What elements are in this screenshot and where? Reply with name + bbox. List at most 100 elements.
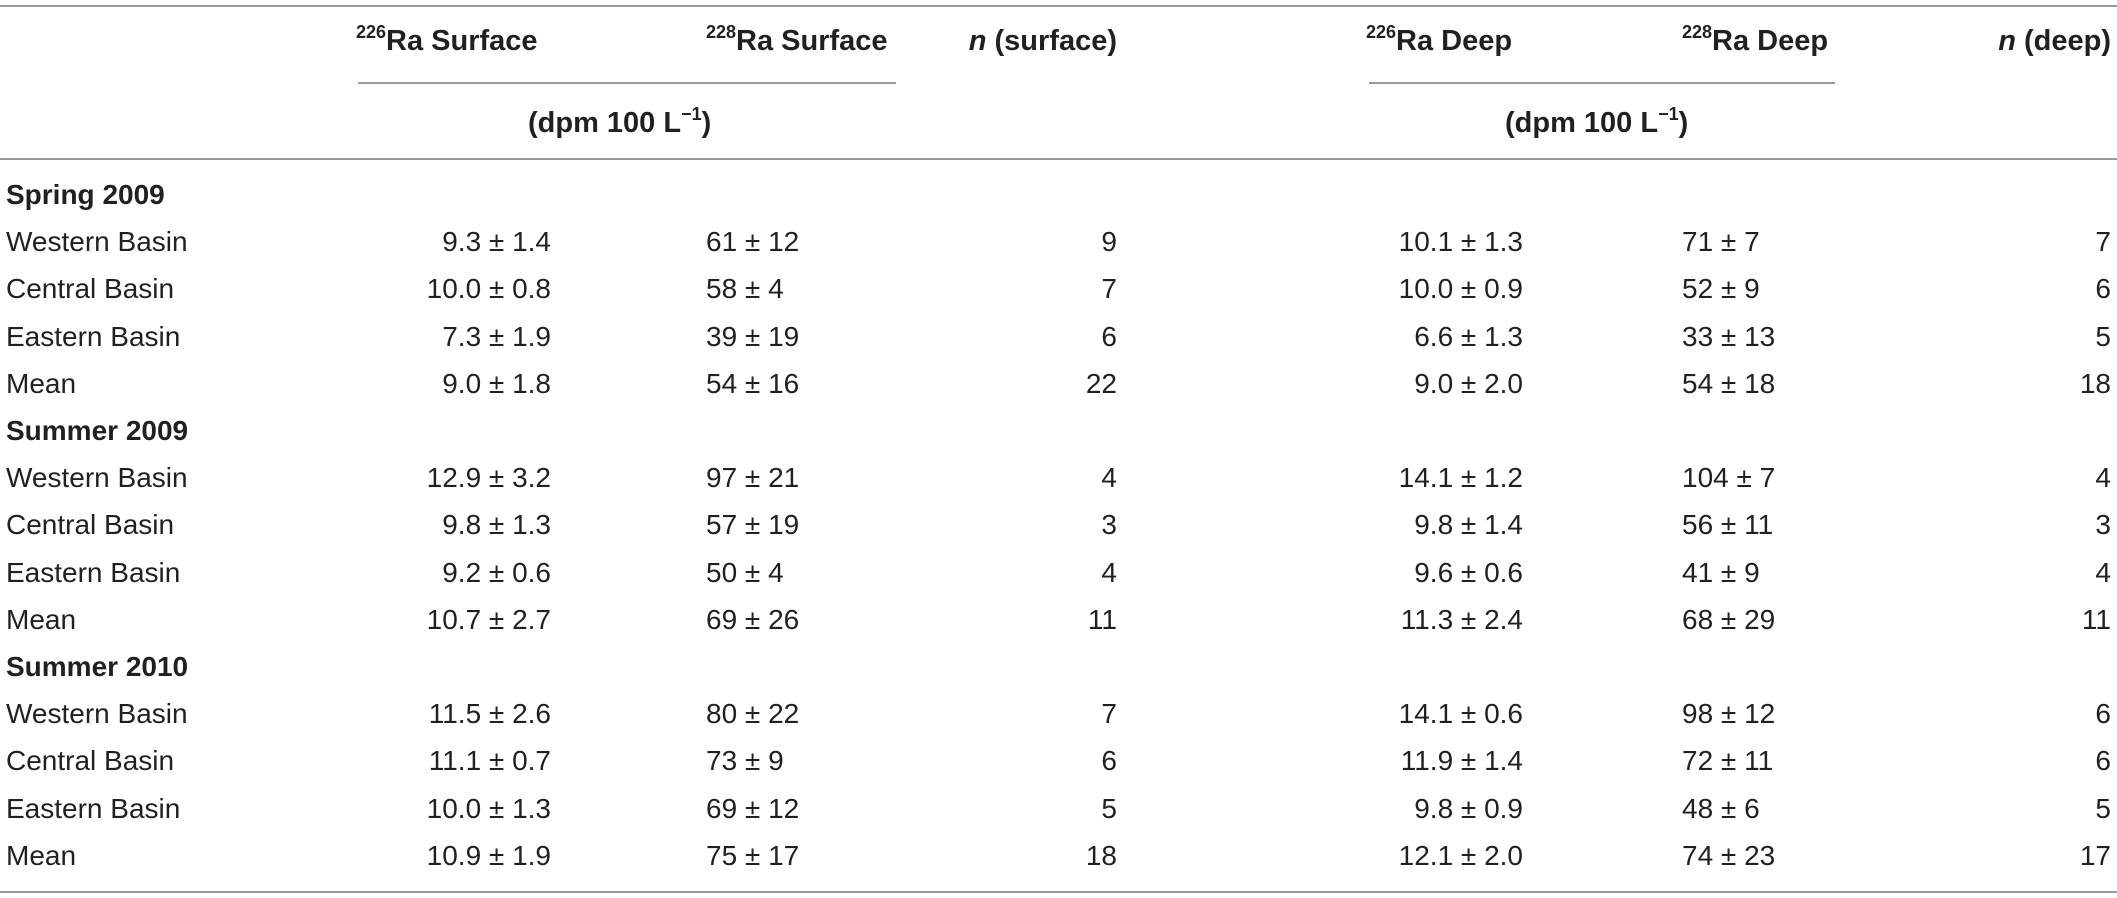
table-row: Western Basin 9.3 ± 1.4 61 ± 12 9 10.1 ± 1.3… (0, 218, 2117, 265)
cell-ra226-surface: 10.9 ± 1.9 (426, 839, 551, 871)
cell-ra228-deep: 98 ± 12 (1682, 698, 1776, 730)
cell-n-surface: 4 (1101, 556, 1117, 588)
cell-ra228-surface: 80 ± 22 (706, 698, 800, 730)
cell-ra228-surface: 69 ± 12 (706, 792, 800, 824)
cell-n-deep: 6 (2095, 698, 2111, 730)
cell-ra226-deep: 14.1 ± 0.6 (1398, 698, 1523, 730)
table-row: Mean 10.7 ± 2.7 69 ± 26 11 11.3 ± 2.4 68 ± 29… (0, 596, 2117, 643)
table-row: Western Basin 12.9 ± 3.2 97 ± 21 4 14.1 ± 1.… (0, 454, 2117, 501)
cell-ra228-deep: 74 ± 23 (1682, 839, 1776, 871)
cell-ra228-deep: 33 ± 13 (1682, 320, 1776, 352)
cell-n-surface: 4 (1101, 462, 1117, 494)
row-label: Western Basin (6, 462, 188, 494)
table-row: Mean 9.0 ± 1.8 54 ± 16 22 9.0 ± 2.0 54 ± 18 18 (0, 360, 2117, 407)
cell-n-deep: 11 (2081, 603, 2111, 635)
cell-ra226-surface: 10.0 ± 0.8 (426, 273, 551, 305)
table-header-rule (0, 158, 2117, 160)
units-surface: (dpm 100 L−1) (528, 104, 712, 139)
cell-n-deep: 6 (2095, 273, 2111, 305)
cell-ra226-deep: 10.1 ± 1.3 (1398, 226, 1523, 258)
header-n-deep: n (deep) (1998, 25, 2111, 57)
row-label: Eastern Basin (6, 556, 181, 588)
deep-header-rule (1369, 82, 1835, 84)
cell-ra226-surface: 9.2 ± 0.6 (442, 556, 551, 588)
header-n-surface: n (surface) (968, 25, 1117, 57)
cell-n-deep: 18 (2079, 367, 2111, 399)
cell-n-deep: 17 (2079, 839, 2111, 871)
cell-ra226-deep: 11.3 ± 2.4 (1400, 603, 1523, 635)
cell-ra226-surface: 11.5 ± 2.6 (428, 698, 551, 730)
cell-n-surface: 3 (1101, 509, 1117, 541)
cell-ra228-deep: 56 ± 11 (1682, 509, 1774, 541)
header-ra226-deep: 226Ra Deep (1366, 22, 1513, 57)
cell-ra226-surface: 11.1 ± 0.7 (428, 745, 551, 777)
cell-n-surface: 5 (1101, 792, 1117, 824)
cell-n-surface: 6 (1101, 745, 1117, 777)
table-row: Central Basin 9.8 ± 1.3 57 ± 19 3 9.8 ± 1.4 5… (0, 501, 2117, 548)
cell-ra228-surface: 61 ± 12 (706, 226, 800, 258)
cell-ra228-surface: 58 ± 4 (706, 273, 784, 305)
cell-ra226-surface: 7.3 ± 1.9 (442, 320, 551, 352)
cell-n-surface: 7 (1101, 698, 1117, 730)
group-row: Summer 2009 (0, 407, 2117, 454)
cell-n-surface: 7 (1101, 273, 1117, 305)
cell-ra228-surface: 75 ± 17 (706, 839, 800, 871)
table-row: Eastern Basin 10.0 ± 1.3 69 ± 12 5 9.8 ± 0.9… (0, 785, 2117, 832)
cell-n-surface: 18 (1085, 839, 1117, 871)
cell-ra226-deep: 9.6 ± 0.6 (1414, 556, 1523, 588)
cell-ra228-deep: 71 ± 7 (1682, 226, 1760, 258)
cell-n-surface: 9 (1101, 226, 1117, 258)
row-label: Eastern Basin (6, 320, 181, 352)
row-label: Mean (6, 367, 77, 399)
row-label: Western Basin (6, 226, 188, 258)
surface-header-rule (358, 82, 896, 84)
cell-ra228-deep: 72 ± 11 (1682, 745, 1774, 777)
cell-n-deep: 4 (2095, 556, 2111, 588)
table-row: Central Basin 10.0 ± 0.8 58 ± 4 7 10.0 ± 0.9… (0, 265, 2117, 312)
cell-ra228-deep: 52 ± 9 (1682, 273, 1760, 305)
row-label: Western Basin (6, 698, 188, 730)
table-bottom-rule (0, 891, 2117, 893)
cell-ra228-deep: 68 ± 29 (1682, 603, 1776, 635)
table-row: Eastern Basin 7.3 ± 1.9 39 ± 19 6 6.6 ± 1.3 3… (0, 313, 2117, 360)
cell-n-deep: 6 (2095, 745, 2111, 777)
cell-ra228-deep: 41 ± 9 (1682, 556, 1760, 588)
cell-ra228-surface: 50 ± 4 (706, 556, 784, 588)
cell-n-deep: 4 (2095, 462, 2111, 494)
cell-ra228-surface: 97 ± 21 (706, 462, 800, 494)
cell-ra226-deep: 10.0 ± 0.9 (1398, 273, 1523, 305)
cell-n-deep: 5 (2095, 792, 2111, 824)
cell-ra228-surface: 54 ± 16 (706, 367, 800, 399)
cell-n-surface: 22 (1085, 367, 1117, 399)
cell-ra226-deep: 12.1 ± 2.0 (1398, 839, 1523, 871)
table-row: Mean 10.9 ± 1.9 75 ± 17 18 12.1 ± 2.0 74 ± 23… (0, 832, 2117, 879)
cell-ra226-deep: 9.8 ± 0.9 (1414, 792, 1523, 824)
table-row: Central Basin 11.1 ± 0.7 73 ± 9 6 11.9 ± 1.4… (0, 737, 2117, 784)
cell-ra226-surface: 10.0 ± 1.3 (426, 792, 551, 824)
cell-ra226-deep: 14.1 ± 1.2 (1398, 462, 1523, 494)
row-label: Mean (6, 839, 77, 871)
cell-ra228-deep: 48 ± 6 (1682, 792, 1760, 824)
units-deep: (dpm 100 L−1) (1505, 104, 1689, 139)
cell-n-deep: 5 (2095, 320, 2111, 352)
row-label: Central Basin (6, 745, 175, 777)
cell-ra226-surface: 9.8 ± 1.3 (442, 509, 551, 541)
cell-ra226-deep: 6.6 ± 1.3 (1414, 320, 1523, 352)
row-label: Eastern Basin (6, 792, 181, 824)
cell-n-surface: 11 (1087, 603, 1117, 635)
cell-ra226-surface: 10.7 ± 2.7 (426, 603, 551, 635)
cell-ra226-deep: 9.8 ± 1.4 (1414, 509, 1523, 541)
group-row: Spring 2009 (0, 171, 2117, 218)
group-title: Summer 2010 (6, 651, 189, 682)
row-label: Central Basin (6, 509, 175, 541)
cell-ra228-surface: 57 ± 19 (706, 509, 800, 541)
row-label: Central Basin (6, 273, 175, 305)
header-ra228-deep: 228Ra Deep (1682, 22, 1829, 57)
header-ra228-surface: 228Ra Surface (706, 22, 888, 57)
cell-ra228-surface: 39 ± 19 (706, 320, 800, 352)
table-top-rule (0, 5, 2117, 7)
group-row: Summer 2010 (0, 643, 2117, 690)
cell-ra228-deep: 104 ± 7 (1682, 462, 1776, 494)
table-row: Eastern Basin 9.2 ± 0.6 50 ± 4 4 9.6 ± 0.6 41… (0, 549, 2117, 596)
cell-n-deep: 3 (2095, 509, 2111, 541)
